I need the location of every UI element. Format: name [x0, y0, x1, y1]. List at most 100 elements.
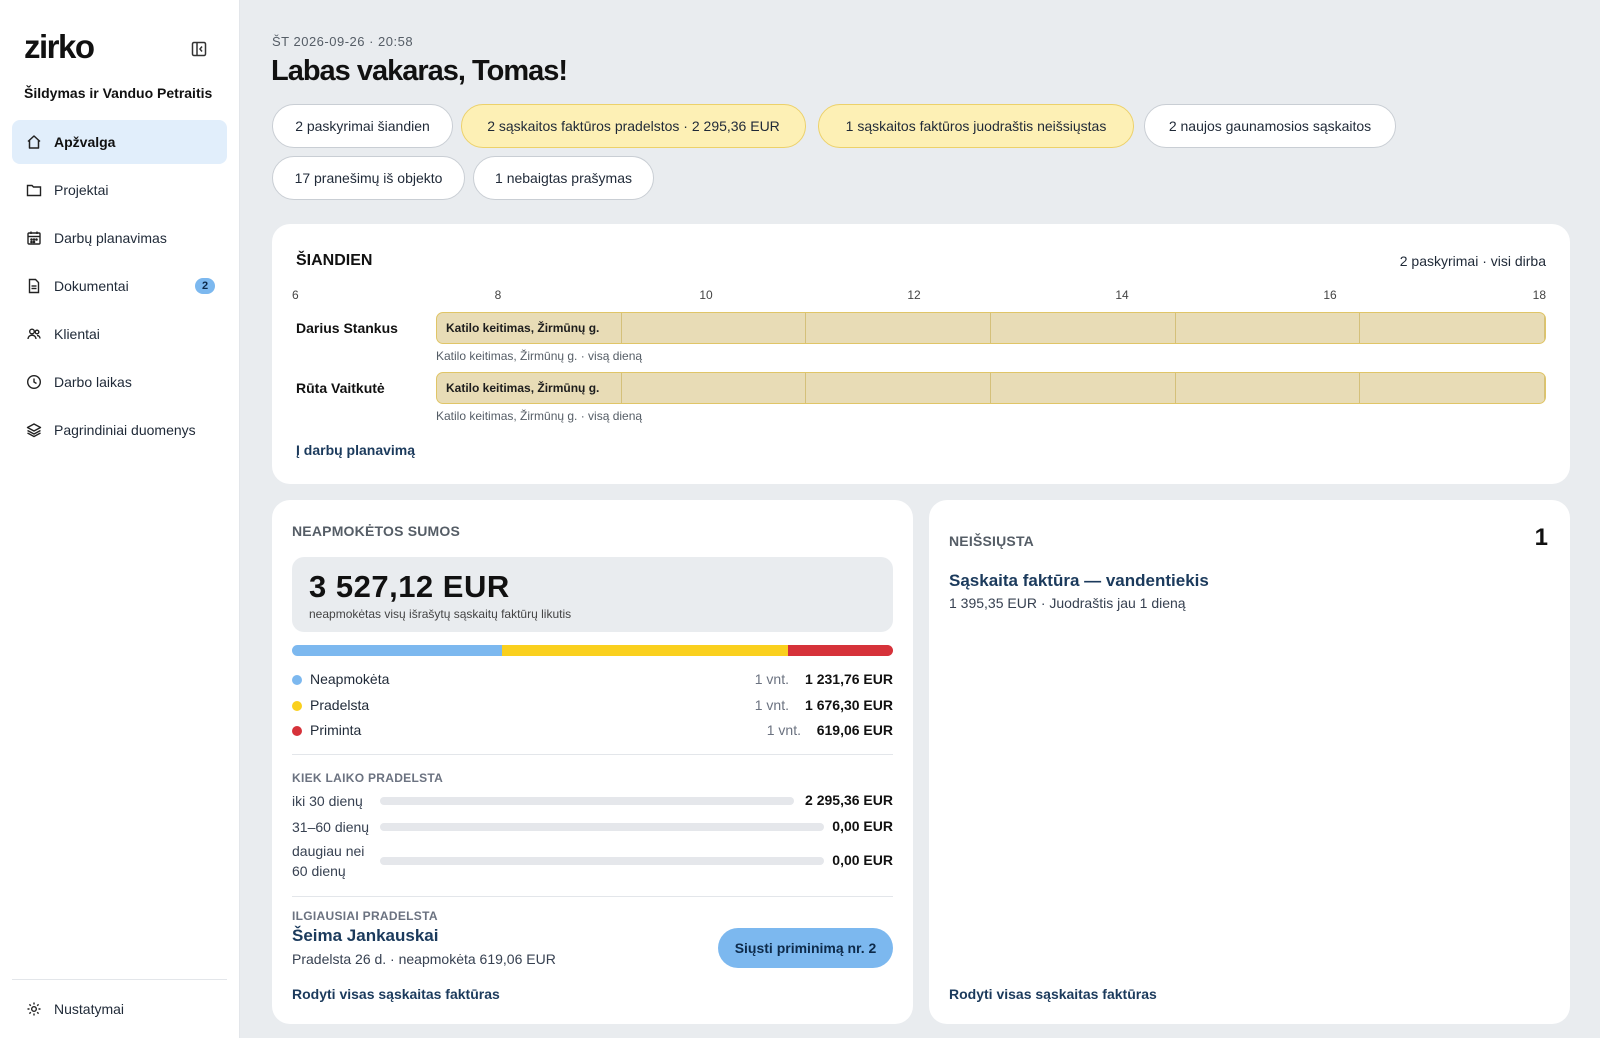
layers-icon	[25, 421, 43, 439]
aging-track	[380, 823, 824, 831]
aging-title: KIEK LAIKO PRADELSTA	[292, 771, 444, 785]
breakdown-label: Priminta	[310, 722, 362, 738]
breakdown-amount: 1 676,30 EUR	[805, 697, 893, 713]
hour-label: 6	[292, 288, 299, 302]
aging-row: 31–60 dienų 0,00 EUR	[292, 817, 893, 837]
breakdown-segment	[292, 645, 502, 656]
sidebar-item-overview[interactable]: Apžvalga	[12, 120, 227, 164]
sidebar-item-projects[interactable]: Projektai	[12, 168, 227, 212]
sidebar-item-documents[interactable]: Dokumentai 2	[12, 264, 227, 308]
show-all-invoices-link[interactable]: Rodyti visas sąskaitas faktūras	[292, 986, 500, 1002]
longest-overdue-client[interactable]: Šeima Jankauskai	[292, 926, 439, 945]
documents-count-badge: 2	[195, 278, 215, 294]
sidebar-item-master-data[interactable]: Pagrindiniai duomenys	[12, 408, 227, 452]
aging-amount: 0,00 EUR	[832, 852, 893, 868]
sidebar-item-label: Projektai	[54, 182, 109, 198]
sidebar-item-clients[interactable]: Klientai	[12, 312, 227, 356]
unpaid-title: NEAPMOKĖTOS SUMOS	[292, 523, 461, 539]
divider	[292, 896, 893, 897]
breakdown-segment	[787, 645, 893, 656]
unsent-card: NEIŠSIŲSTA 1 Sąskaita faktūra — vandenti…	[929, 500, 1570, 1024]
main-nav: Apžvalga Projektai Darbų planavimas Doku…	[12, 120, 227, 456]
sidebar-item-label: Klientai	[54, 326, 100, 342]
breakdown-count: 1 vnt.	[754, 671, 789, 687]
unsent-invoice-title[interactable]: Sąskaita faktūra — vandentiekis	[949, 571, 1209, 590]
chip-appointments-today[interactable]: 2 paskyrimai šiandien	[272, 104, 453, 148]
chip-site-messages[interactable]: 17 pranešimų iš objekto	[272, 156, 465, 200]
chip-incoming-invoices[interactable]: 2 naujos gaunamosios sąskaitos	[1144, 104, 1396, 148]
longest-overdue-title: ILGIAUSIAI PRADELSTA	[292, 909, 438, 923]
document-icon	[25, 277, 43, 295]
appointment-label: Katilo keitimas, Žirmūnų g.	[446, 381, 600, 395]
longest-overdue-details: Pradelsta 26 d. · neapmokėta 619,06 EUR	[292, 951, 556, 967]
employee-name: Darius Stankus	[296, 320, 398, 336]
unpaid-total-caption: neapmokėtas visų išrašytų sąskaitų faktū…	[309, 607, 572, 621]
sidebar-item-label: Dokumentai	[54, 278, 129, 294]
aging-row: iki 30 dienų 2 295,36 EUR	[292, 791, 893, 811]
appointment-bar[interactable]: Katilo keitimas, Žirmūnų g.	[436, 372, 1546, 404]
aging-track	[380, 797, 794, 805]
aging-row: daugiau nei 60 dienų 0,00 EUR	[292, 841, 893, 881]
breakdown-row-unpaid[interactable]: Neapmokėta 1 vnt. 1 231,76 EUR	[292, 670, 893, 690]
chip-overdue-invoices[interactable]: 2 sąskaitos faktūros pradelstos · 2 295,…	[461, 104, 806, 148]
today-summary: 2 paskyrimai · visi dirba	[1399, 253, 1546, 269]
sidebar-item-worktime[interactable]: Darbo laikas	[12, 360, 227, 404]
current-datetime: ŠT 2026-09-26 · 20:58	[272, 34, 414, 49]
breakdown-amount: 619,06 EUR	[816, 722, 893, 738]
today-schedule-card: ŠIANDIEN 2 paskyrimai · visi dirba 6 8 1…	[272, 224, 1570, 484]
breakdown-row-overdue[interactable]: Pradelsta 1 vnt. 1 676,30 EUR	[292, 696, 893, 716]
hour-label: 10	[699, 288, 713, 302]
unpaid-amounts-card: NEAPMOKĖTOS SUMOS 3 527,12 EUR neapmokėt…	[272, 500, 913, 1024]
sidebar-item-scheduling[interactable]: Darbų planavimas	[12, 216, 227, 260]
show-all-invoices-link[interactable]: Rodyti visas sąskaitas faktūras	[949, 986, 1157, 1002]
today-title: ŠIANDIEN	[296, 252, 373, 269]
breakdown-count: 1 vnt.	[766, 722, 801, 738]
sidebar-item-label: Apžvalga	[54, 134, 116, 150]
gear-icon	[25, 1000, 43, 1018]
unsent-count: 1	[1534, 524, 1548, 551]
breakdown-amount: 1 231,76 EUR	[805, 671, 893, 687]
aging-label: 31–60 dienų	[292, 819, 370, 835]
breakdown-segment	[501, 645, 788, 656]
breakdown-row-reminded[interactable]: Priminta 1 vnt. 619,06 EUR	[292, 721, 893, 741]
appointment-label: Katilo keitimas, Žirmūnų g.	[446, 321, 600, 335]
chip-unsent-draft[interactable]: 1 sąskaitos faktūros juodraštis neišsiųs…	[818, 104, 1134, 148]
home-icon	[25, 133, 43, 151]
unsent-invoice-details: 1 395,35 EUR · Juodraštis jau 1 dieną	[949, 595, 1186, 611]
chip-pending-request[interactable]: 1 nebaigtas prašymas	[473, 156, 654, 200]
users-icon	[25, 325, 43, 343]
aging-label: iki 30 dienų	[292, 793, 363, 809]
scheduling-link[interactable]: Į darbų planavimą	[296, 442, 416, 458]
hour-label: 8	[494, 288, 502, 302]
legend-dot	[292, 675, 302, 685]
breakdown-count: 1 vnt.	[754, 697, 789, 713]
legend-dot	[292, 701, 302, 711]
aging-track	[380, 857, 824, 865]
sidebar-item-label: Darbų planavimas	[54, 230, 167, 246]
aging-amount: 0,00 EUR	[832, 818, 893, 834]
hour-label: 18	[1532, 288, 1546, 302]
company-name[interactable]: Šildymas ir Vanduo Petraitis	[24, 85, 213, 101]
divider	[292, 754, 893, 755]
legend-dot	[292, 726, 302, 736]
send-reminder-button[interactable]: Siųsti priminimą nr. 2	[718, 928, 893, 968]
unsent-title: NEIŠSIŲSTA	[949, 533, 1034, 549]
sidebar-divider	[12, 979, 227, 980]
total-box: 3 527,12 EUR neapmokėtas visų išrašytų s…	[292, 557, 893, 632]
aging-label: daugiau nei 60 dienų	[292, 843, 365, 879]
employee-name: Rūta Vaitkutė	[296, 380, 385, 396]
appointment-subtitle: Katilo keitimas, Žirmūnų g. · visą dieną	[436, 349, 643, 363]
unpaid-breakdown-bar	[292, 645, 893, 656]
sidebar-item-label: Pagrindiniai duomenys	[54, 422, 196, 438]
hour-label: 12	[907, 288, 921, 302]
breakdown-label: Pradelsta	[310, 697, 370, 713]
calendar-icon	[25, 229, 43, 247]
hour-label: 16	[1323, 288, 1337, 302]
sidebar: zirko Šildymas ir Vanduo Petraitis Apžva…	[0, 0, 240, 1038]
appointment-subtitle: Katilo keitimas, Žirmūnų g. · visą dieną	[436, 409, 643, 423]
sidebar-collapse-icon[interactable]	[188, 38, 210, 60]
logo[interactable]: zirko	[24, 28, 95, 65]
sidebar-item-settings[interactable]: Nustatymai	[12, 991, 227, 1027]
appointment-bar[interactable]: Katilo keitimas, Žirmūnų g.	[436, 312, 1546, 344]
page-title: Labas vakaras, Tomas!	[271, 55, 568, 87]
